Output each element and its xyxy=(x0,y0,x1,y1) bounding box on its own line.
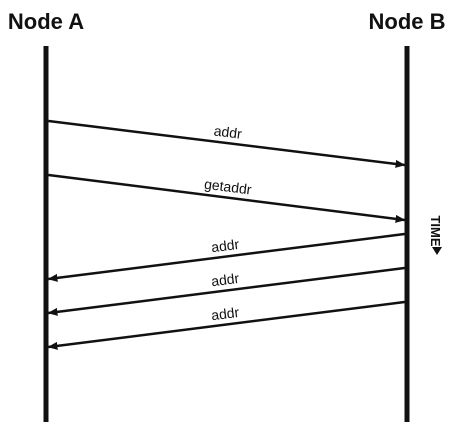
message-arrow xyxy=(48,173,406,223)
node-b-title: Node B xyxy=(369,9,446,34)
message-arrow xyxy=(48,119,406,168)
message-3: addr xyxy=(47,232,405,282)
time-arrow-icon xyxy=(432,247,442,255)
time-label: TIME xyxy=(428,215,443,246)
message-arrow xyxy=(47,266,405,316)
node-a-title: Node A xyxy=(8,9,84,34)
messages: addr getaddr addr addr addr xyxy=(47,119,406,350)
message-label: addr xyxy=(213,122,243,141)
message-arrow xyxy=(47,300,405,350)
message-label: getaddr xyxy=(203,176,252,198)
time-indicator: TIME xyxy=(428,215,443,255)
message-4: addr xyxy=(47,266,405,316)
message-arrow xyxy=(47,232,405,282)
message-2: getaddr xyxy=(48,173,406,223)
message-1: addr xyxy=(48,119,406,168)
message-label: addr xyxy=(210,270,240,289)
message-label: addr xyxy=(210,304,240,323)
message-label: addr xyxy=(210,236,240,255)
message-5: addr xyxy=(47,300,405,350)
